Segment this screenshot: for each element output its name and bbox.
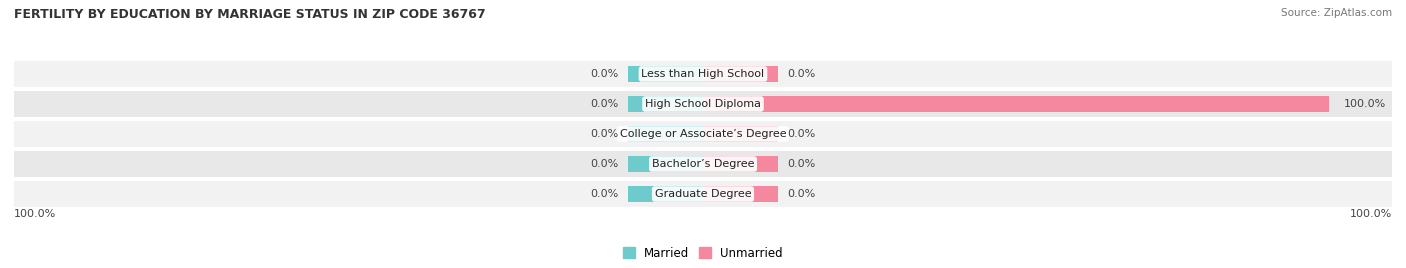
Text: 0.0%: 0.0% <box>787 69 815 79</box>
Text: 0.0%: 0.0% <box>591 189 619 199</box>
Text: 0.0%: 0.0% <box>591 129 619 139</box>
Bar <box>703 96 1329 112</box>
Text: College or Associate’s Degree: College or Associate’s Degree <box>620 129 786 139</box>
Bar <box>628 96 703 112</box>
Legend: Married, Unmarried: Married, Unmarried <box>619 242 787 265</box>
Text: Source: ZipAtlas.com: Source: ZipAtlas.com <box>1281 8 1392 18</box>
Text: 0.0%: 0.0% <box>591 159 619 169</box>
Text: 0.0%: 0.0% <box>591 69 619 79</box>
Bar <box>703 186 778 202</box>
Text: Bachelor’s Degree: Bachelor’s Degree <box>652 159 754 169</box>
Text: 0.0%: 0.0% <box>591 99 619 109</box>
Bar <box>14 121 1392 147</box>
Bar <box>628 126 703 142</box>
Bar <box>628 186 703 202</box>
Bar <box>14 61 1392 87</box>
Bar <box>628 156 703 172</box>
Text: 0.0%: 0.0% <box>787 159 815 169</box>
Text: FERTILITY BY EDUCATION BY MARRIAGE STATUS IN ZIP CODE 36767: FERTILITY BY EDUCATION BY MARRIAGE STATU… <box>14 8 485 21</box>
Bar <box>703 126 778 142</box>
Bar <box>703 156 778 172</box>
Bar <box>703 66 778 82</box>
Text: High School Diploma: High School Diploma <box>645 99 761 109</box>
Bar <box>14 91 1392 117</box>
Bar <box>14 181 1392 207</box>
Text: 0.0%: 0.0% <box>787 189 815 199</box>
Text: 100.0%: 100.0% <box>14 209 56 219</box>
Bar <box>628 66 703 82</box>
Text: 0.0%: 0.0% <box>787 129 815 139</box>
Text: Less than High School: Less than High School <box>641 69 765 79</box>
Text: 100.0%: 100.0% <box>1350 209 1392 219</box>
Text: 100.0%: 100.0% <box>1343 99 1386 109</box>
Text: Graduate Degree: Graduate Degree <box>655 189 751 199</box>
Bar <box>14 151 1392 177</box>
